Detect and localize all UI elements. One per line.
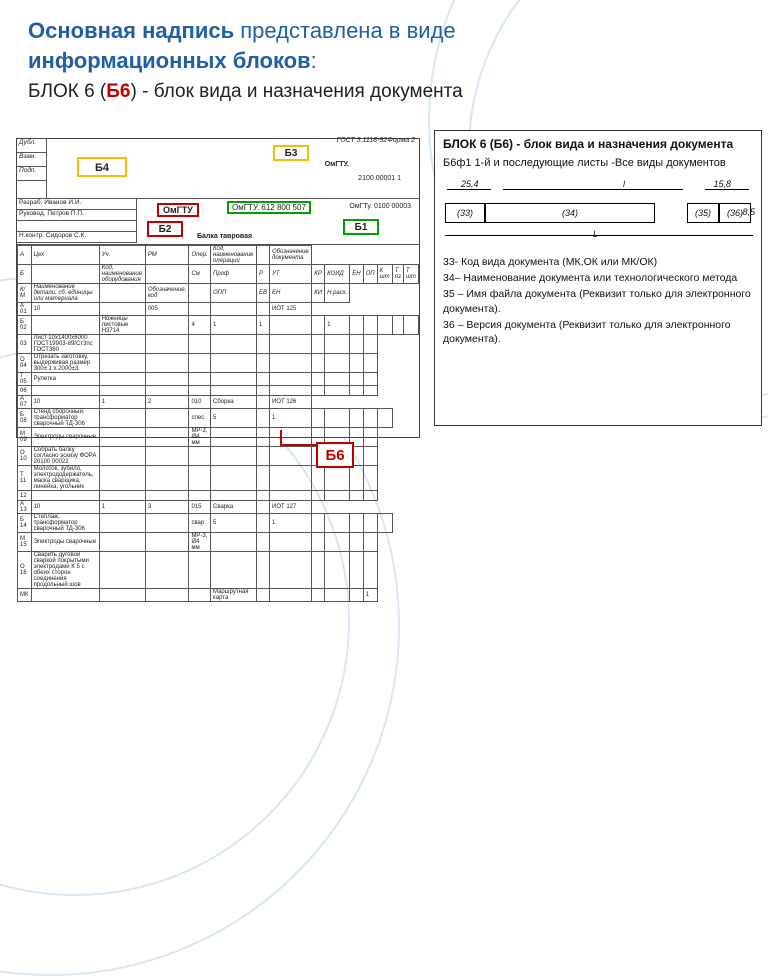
cell-34: (34): [485, 203, 655, 223]
gost-form-mock: ГОСТ 3.1118-92Форма 2 Дубл. Взам. Подп. …: [16, 138, 420, 438]
note-33: 33- Код вида документа (МК,ОК или МК/ОК): [443, 255, 753, 269]
cell-35: (35): [687, 203, 719, 223]
right-number: ОмГТу. 0100 00003: [349, 203, 411, 210]
right-panel: БЛОК 6 (Б6) - блок вида и назначения док…: [434, 130, 762, 426]
gost-body-table: АЦехУч.РМОпер.Код, наименование операции…: [17, 245, 419, 602]
gost-label: ГОСТ 3.1118-92Форма 2: [337, 137, 415, 144]
note-34: 34– Наименование документа или технологи…: [443, 271, 753, 285]
field-diagram: 25,4 l 15,8 (33) (34) (35) (36) 8,5 L: [443, 179, 753, 245]
stub: Дубл.: [17, 139, 46, 153]
name-row: Разраб. Иванов И.И.: [17, 199, 137, 210]
cell-33: (33): [445, 203, 485, 223]
b2-box: Б2: [147, 221, 183, 237]
b6-callout: Б6: [316, 442, 354, 468]
title-part2: информационных блоков: [28, 48, 311, 73]
name-row: Руковод. Петров П.П.: [17, 210, 137, 221]
note-36: 36 – Версия документа (Реквизит только д…: [443, 318, 753, 346]
omgtu-green: ОмГТУ. 612 800 507: [227, 201, 311, 214]
slide-title: Основная надпись представлена в виде инф…: [28, 16, 748, 105]
right-sub: Б6ф1 1-й и последующие листы -Все виды д…: [443, 157, 753, 169]
title-part1b: представлена в виде: [234, 18, 456, 43]
note-35: 35 – Имя файла документа (Реквизит тольк…: [443, 287, 753, 315]
balka-label: Балка тавровая: [197, 233, 252, 240]
b1-box: Б1: [343, 219, 379, 235]
name-row: [17, 221, 137, 232]
b4-box: Б4: [77, 157, 127, 177]
name-row: Н.контр. Сидоров С.К.: [17, 232, 137, 243]
omgtu-red: ОмГТУ: [157, 203, 199, 217]
stub: Подп.: [17, 167, 46, 181]
top-number: 2100 00001 1: [358, 175, 401, 182]
stub: Взам.: [17, 153, 46, 167]
title-part1: Основная надпись: [28, 18, 234, 43]
b3-box: Б3: [273, 145, 309, 161]
right-header: БЛОК 6 (Б6) - блок вида и назначения док…: [443, 137, 753, 151]
title-line3: БЛОК 6 (Б6) - блок вида и назначения док…: [28, 81, 463, 102]
